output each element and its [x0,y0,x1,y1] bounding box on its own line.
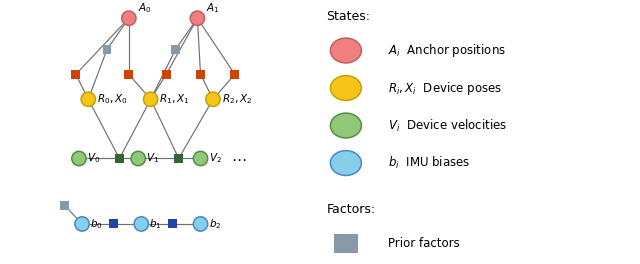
Text: $V_i$  Device velocities: $V_i$ Device velocities [388,117,507,134]
Bar [71,70,81,79]
Circle shape [330,38,362,63]
Bar [168,219,177,228]
Circle shape [193,151,208,166]
Circle shape [330,113,362,138]
Bar [174,154,183,163]
Bar [109,219,118,228]
Bar [115,154,124,163]
Circle shape [134,217,148,231]
Text: $V_1$: $V_1$ [147,152,159,165]
Text: $R_1, X_1$: $R_1, X_1$ [159,92,190,106]
Circle shape [190,11,205,25]
Bar [230,70,239,79]
Circle shape [72,151,86,166]
Text: States:: States: [326,10,371,23]
Bar [196,70,205,79]
Circle shape [122,11,136,25]
Circle shape [330,76,362,100]
Text: $b_i$  IMU biases: $b_i$ IMU biases [388,155,470,171]
Text: $V_2$: $V_2$ [209,152,221,165]
Bar [124,70,133,79]
Text: Factors:: Factors: [326,203,376,216]
Text: $b_2$: $b_2$ [209,217,221,231]
Text: $A_1$: $A_1$ [206,1,220,15]
Text: $R_0, X_0$: $R_0, X_0$ [97,92,128,106]
Text: $b_1$: $b_1$ [149,217,162,231]
Bar [102,45,111,54]
Circle shape [330,151,362,176]
Text: $A_i$  Anchor positions: $A_i$ Anchor positions [388,42,506,59]
Circle shape [143,92,158,106]
Text: $b_0$: $b_0$ [90,217,103,231]
Circle shape [81,92,95,106]
Text: Prior factors: Prior factors [388,237,460,250]
Text: $R_i, X_i$  Device poses: $R_i, X_i$ Device poses [388,79,502,97]
Bar [334,234,358,253]
Bar [60,201,69,210]
Circle shape [206,92,220,106]
Circle shape [131,151,145,166]
Text: $A_0$: $A_0$ [138,1,151,15]
Bar [171,45,180,54]
Text: $R_2, X_2$: $R_2, X_2$ [221,92,252,106]
Text: $V_0$: $V_0$ [87,152,100,165]
Circle shape [75,217,89,231]
Circle shape [193,217,208,231]
Text: $\cdots$: $\cdots$ [232,151,247,166]
Bar [162,70,171,79]
